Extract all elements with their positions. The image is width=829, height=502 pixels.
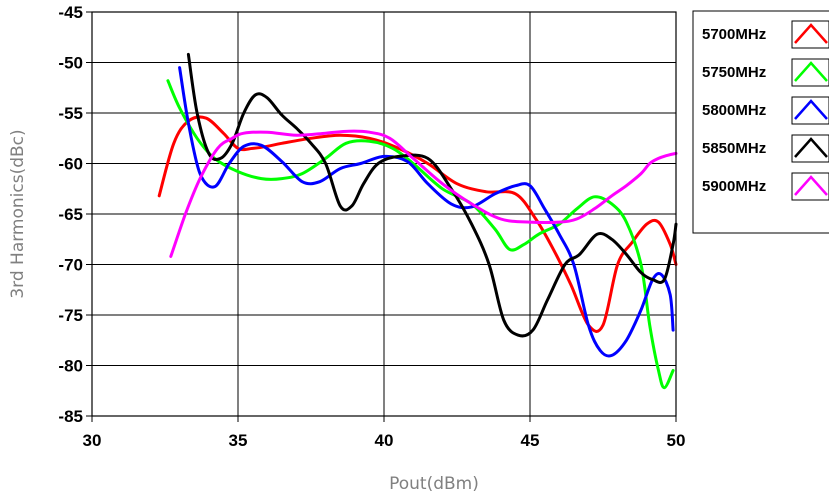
legend-label: 5700MHz [702, 26, 766, 43]
y-tick-label: -70 [58, 256, 83, 275]
x-tick-label: 40 [375, 431, 394, 450]
x-tick-label: 45 [521, 431, 540, 450]
x-axis-title: Pout(dBm) [389, 474, 479, 494]
grid [92, 12, 676, 416]
legend-swatch-5850MHz [794, 137, 828, 158]
legend-swatch-5750MHz [794, 61, 828, 82]
legend-swatch-5800MHz [794, 99, 828, 120]
legend: 5700MHz 5750MHz 5800MHz 5850MHz 5900MHz [692, 10, 829, 234]
x-tick-label: 30 [83, 431, 102, 450]
y-tick-label: -50 [58, 54, 83, 73]
legend-label: 5900MHz [702, 178, 766, 195]
x-tick-label: 50 [667, 431, 686, 450]
series-line-5900MHz [169, 129, 678, 258]
x-axis-ticks: 30 35 40 45 50 [83, 416, 686, 450]
legend-swatch-5900MHz [794, 175, 828, 196]
legend-label: 5850MHz [702, 140, 766, 157]
legend-label: 5750MHz [702, 64, 766, 81]
legend-swatch-5700MHz [794, 23, 828, 44]
y-tick-label: -65 [58, 205, 83, 224]
y-tick-label: -60 [58, 155, 83, 174]
series-line-5850MHz [186, 52, 678, 338]
y-tick-label: -85 [58, 407, 83, 426]
series-lines [157, 52, 678, 390]
y-tick-label: -75 [58, 306, 83, 325]
y-axis-ticks: -45 -50 -55 -60 -65 -70 -75 -80 -85 [58, 3, 92, 426]
y-axis-title: 3rd Harmonics(dBc) [8, 129, 28, 298]
y-tick-label: -55 [58, 104, 83, 123]
y-tick-label: -45 [58, 3, 83, 22]
y-tick-label: -80 [58, 357, 83, 376]
x-tick-label: 35 [229, 431, 248, 450]
legend-label: 5800MHz [702, 102, 766, 119]
